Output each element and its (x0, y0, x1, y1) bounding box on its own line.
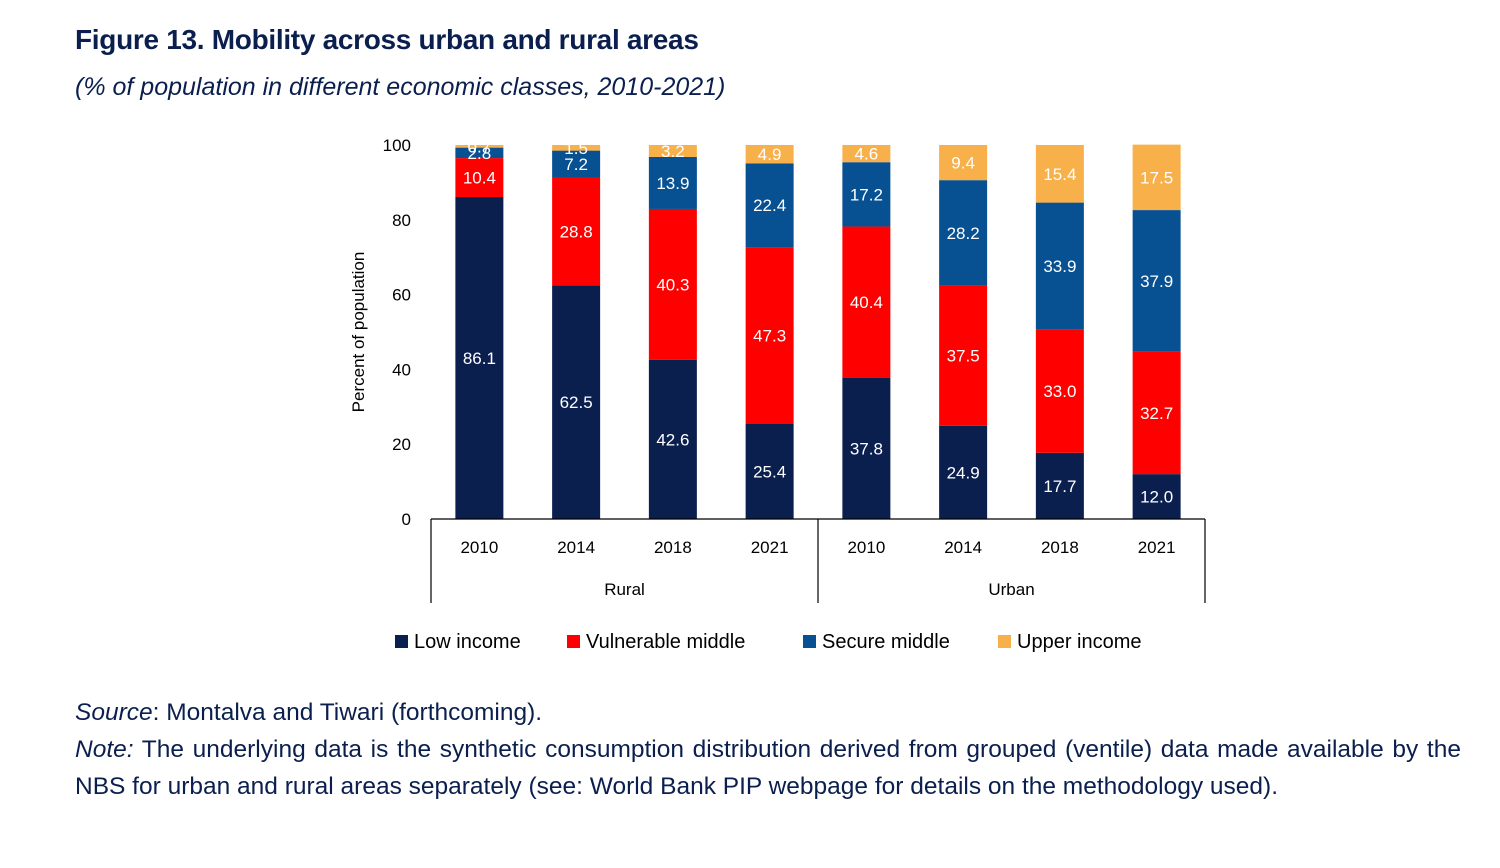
data-label: 33.9 (1043, 257, 1076, 276)
data-label: 17.5 (1140, 168, 1173, 187)
y-tick-label: 40 (392, 360, 411, 379)
data-label: 28.8 (560, 222, 593, 241)
data-label: 2.8 (468, 144, 492, 163)
bar-segment-low-income (842, 377, 891, 519)
data-label: 22.4 (753, 196, 786, 215)
data-label: 25.4 (753, 463, 786, 482)
data-label: 86.1 (463, 349, 496, 368)
data-label: 37.8 (850, 439, 883, 458)
y-tick-label: 80 (392, 211, 411, 230)
data-label: 40.3 (656, 275, 689, 294)
bar-segment-vulnerable-middle (1035, 329, 1084, 453)
bar-segment-secure-middle (455, 147, 504, 159)
data-label: 33.0 (1043, 382, 1076, 401)
bar-segment-low-income (455, 196, 504, 519)
x-tick-label: 2021 (751, 538, 789, 557)
bar-segment-vulnerable-middle (745, 247, 794, 425)
bar-segment-low-income (1132, 474, 1181, 519)
data-label: 47.3 (753, 327, 786, 346)
note-text: The underlying data is the synthetic con… (75, 736, 1461, 800)
stacked-bar-chart: 0 20 40 60 80 100 Percent of population 86.1 10.… (349, 136, 1206, 653)
data-label: 24.9 (947, 463, 980, 482)
data-label: 1.5 (564, 139, 588, 158)
y-tick-label: 20 (392, 435, 411, 454)
data-label: 4.6 (855, 145, 879, 164)
x-tick-label: 2010 (847, 538, 885, 557)
bar-segment-low-income (939, 425, 988, 519)
bar-segment-secure-middle (939, 180, 988, 286)
bar-segment-upper-income (455, 145, 504, 148)
bar-segment-secure-middle (745, 163, 794, 248)
data-label: 17.7 (1043, 477, 1076, 496)
bar-segment-vulnerable-middle (1132, 351, 1181, 475)
legend-label: Upper income (1017, 631, 1142, 653)
bar-segment-secure-middle (648, 156, 697, 209)
legend-label: Secure middle (822, 631, 950, 653)
legend-label: Vulnerable middle (586, 631, 745, 653)
source-label: Source (75, 699, 153, 726)
bar-segment-secure-middle (552, 150, 601, 178)
figure-notes: Source: Montalva and Tiwari (forthcoming… (75, 694, 1461, 805)
data-label: 7.2 (564, 155, 588, 174)
y-tick-label: 100 (383, 136, 411, 155)
bar-segment-upper-income (1035, 145, 1084, 203)
figure-title: Figure 13. Mobility across urban and rur… (75, 24, 699, 55)
bar-segment-low-income (648, 359, 697, 519)
legend-swatch (998, 635, 1011, 648)
data-label: 4.9 (758, 145, 782, 164)
bar-segment-vulnerable-middle (552, 177, 601, 286)
x-tick-label: 2018 (1041, 538, 1079, 557)
legend-swatch (803, 635, 816, 648)
bar-segment-low-income (745, 424, 794, 519)
figure-subtitle: (% of population in different economic c… (75, 73, 726, 101)
bar-segment-secure-middle (842, 162, 891, 227)
data-label: 62.5 (560, 393, 593, 412)
source-line: Source: Montalva and Tiwari (forthcoming… (75, 694, 1461, 731)
data-label: 9.4 (951, 154, 975, 173)
x-tick-label: 2014 (944, 538, 982, 557)
data-label: 32.7 (1140, 404, 1173, 423)
data-label: 42.6 (656, 430, 689, 449)
data-label: 10.4 (463, 169, 496, 188)
x-tick-label: 2010 (460, 538, 498, 557)
data-label: 3.2 (661, 142, 685, 161)
x-tick-label: 2021 (1138, 538, 1176, 557)
data-label: 13.9 (656, 174, 689, 193)
y-tick-label: 60 (392, 286, 411, 305)
bar-segment-vulnerable-middle (842, 226, 891, 378)
bar-segment-low-income (1035, 452, 1084, 519)
data-label: 28.2 (947, 224, 980, 243)
data-label: 15.4 (1043, 165, 1076, 184)
legend-label: Low income (414, 631, 521, 653)
data-label: 17.2 (850, 185, 883, 204)
bar-segment-upper-income (552, 145, 601, 151)
y-axis-label: Percent of population (349, 252, 368, 413)
data-label: 37.9 (1140, 272, 1173, 291)
data-label: 12.0 (1140, 488, 1173, 507)
bar-segment-upper-income (842, 145, 891, 163)
bar-segment-low-income (552, 285, 601, 519)
note-label: Note: (75, 736, 134, 763)
bar-segment-secure-middle (1132, 210, 1181, 352)
bar-segment-secure-middle (1035, 202, 1084, 330)
bar-segment-upper-income (745, 145, 794, 164)
data-label: 40.4 (850, 293, 883, 312)
source-text: : Montalva and Tiwari (forthcoming). (152, 699, 543, 726)
bar-segment-vulnerable-middle (648, 208, 697, 360)
x-group-label: Rural (604, 580, 645, 599)
bar-segment-vulnerable-middle (455, 158, 504, 197)
x-tick-label: 2018 (654, 538, 692, 557)
y-tick-label: 0 (402, 510, 411, 529)
note-line: Note: The underlying data is the synthet… (75, 731, 1461, 805)
legend-swatch (395, 635, 408, 648)
data-label: 0.7 (468, 137, 492, 156)
x-group-label: Urban (988, 580, 1034, 599)
bar-segment-upper-income (648, 145, 697, 157)
x-tick-label: 2014 (557, 538, 595, 557)
bar-segment-upper-income (939, 145, 988, 181)
bar-segment-upper-income (1132, 144, 1181, 211)
data-label: 37.5 (947, 347, 980, 366)
legend-swatch (567, 635, 580, 648)
bar-segment-vulnerable-middle (939, 285, 988, 426)
